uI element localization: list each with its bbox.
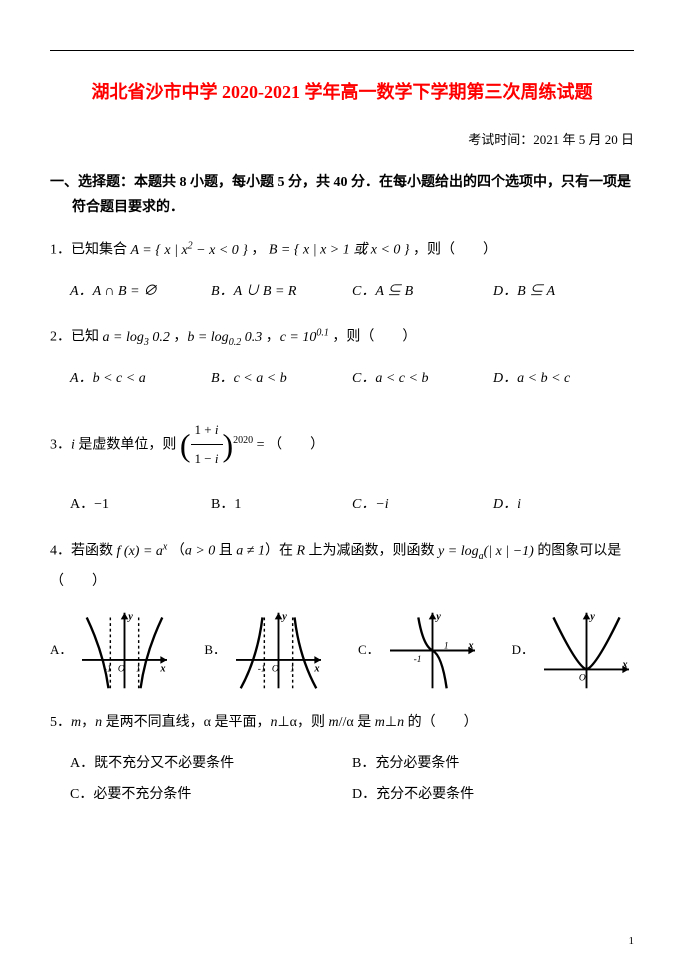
q2-optB: B．c < a < b — [211, 364, 352, 395]
q2-optA: A．b < c < a — [70, 364, 211, 395]
q3-optA: A．−1 — [70, 490, 211, 521]
question-1: 1．已知集合 A = { x | x2 − x < 0 } ， B = { x … — [50, 235, 634, 307]
svg-text:x: x — [467, 641, 473, 652]
q4-optC: C． -1 1 x y — [358, 608, 480, 693]
q3-optC: C．−i — [352, 490, 493, 521]
q1-optB: B．A ∪ B = R — [211, 277, 352, 308]
q2-text: 2．已知 a = log3 0.2 ，b = log0.2 0.3 ，c = 1… — [50, 322, 634, 353]
question-4: 4．若函数 f (x) = ax （a > 0 且 a ≠ 1）在 R 上为减函… — [50, 536, 634, 693]
svg-text:1: 1 — [136, 664, 141, 674]
q1-optC: C．A ⊆ B — [352, 277, 493, 308]
svg-text:y: y — [280, 611, 287, 622]
svg-text:O: O — [272, 664, 279, 674]
q1-text: 1．已知集合 A = { x | x2 − x < 0 } ， B = { x … — [50, 235, 634, 266]
svg-text:O: O — [118, 664, 125, 674]
q4-text: 4．若函数 f (x) = ax （a > 0 且 a ≠ 1）在 R 上为减函… — [50, 536, 634, 598]
q1-optA: A．A ∩ B = ∅ — [70, 277, 211, 308]
q3-options: A．−1 B．1 C．−i D．i — [70, 490, 634, 521]
q5-text: 5．m，n 是两不同直线，α 是平面，n⊥α，则 m//α 是 m⊥n 的（ ） — [50, 708, 634, 739]
q1-prefix: 1．已知集合 — [50, 243, 131, 258]
svg-text:y: y — [588, 611, 595, 622]
svg-text:-1: -1 — [413, 655, 421, 665]
q4-labB: B． — [204, 636, 226, 665]
svg-text:y: y — [434, 611, 441, 622]
graph-a-icon: -1 O 1 x y — [77, 608, 172, 693]
q1-options: A．A ∩ B = ∅ B．A ∪ B = R C．A ⊆ B D．B ⊆ A — [70, 277, 634, 308]
top-rule — [50, 50, 634, 51]
q4-optD: D． O x y — [512, 608, 634, 693]
exam-date: 考试时间：2021 年 5 月 20 日 — [50, 128, 634, 151]
page-title: 湖北省沙市中学 2020-2021 学年高一数学下学期第三次周练试题 — [50, 76, 634, 108]
q3-optD: D．i — [493, 490, 634, 521]
q4-labD: D． — [512, 636, 534, 665]
svg-text:x: x — [313, 663, 319, 674]
q1-setB: B = { x | x > 1 或 x < 0 } — [269, 243, 410, 258]
q3-text: 3．i 是虚数单位，则 (1 + i1 − i)2020 = （ ） — [50, 410, 634, 480]
q4-options: A． -1 O 1 x y B． — [50, 608, 634, 693]
svg-text:-1: -1 — [258, 664, 266, 674]
q3-prefix: 3．i 是虚数单位，则 — [50, 437, 180, 452]
q2-optC: C．a < c < b — [352, 364, 493, 395]
q1-optD: D．B ⊆ A — [493, 277, 634, 308]
q4-labC: C． — [358, 636, 380, 665]
q1-suffix: ，则（ ） — [413, 243, 497, 258]
graph-d-icon: O x y — [539, 608, 634, 693]
q5-optA: A．既不充分又不必要条件 — [70, 749, 352, 780]
q3-exp: 2020 — [233, 434, 253, 445]
page-number: 1 — [629, 932, 635, 952]
q5-optD: D．充分不必要条件 — [352, 780, 634, 811]
graph-c-icon: -1 1 x y — [385, 608, 480, 693]
q5-optB: B．充分必要条件 — [352, 749, 634, 780]
graph-b-icon: -1 O 1 x y — [231, 608, 326, 693]
svg-text:-1: -1 — [104, 664, 112, 674]
question-2: 2．已知 a = log3 0.2 ，b = log0.2 0.3 ，c = 1… — [50, 322, 634, 394]
q5-optC: C．必要不充分条件 — [70, 780, 352, 811]
svg-text:y: y — [127, 611, 134, 622]
question-5: 5．m，n 是两不同直线，α 是平面，n⊥α，则 m//α 是 m⊥n 的（ ）… — [50, 708, 634, 810]
svg-text:x: x — [160, 663, 166, 674]
q3-optB: B．1 — [211, 490, 352, 521]
svg-text:O: O — [579, 674, 586, 684]
q4-optA: A． -1 O 1 x y — [50, 608, 172, 693]
q2-options: A．b < c < a B．c < a < b C．a < c < b D．a … — [70, 364, 634, 395]
svg-text:1: 1 — [290, 664, 295, 674]
q4-labA: A． — [50, 636, 72, 665]
q1-setA: A = { x | x2 − x < 0 } — [131, 243, 248, 258]
svg-text:1: 1 — [443, 642, 448, 652]
question-3: 3．i 是虚数单位，则 (1 + i1 − i)2020 = （ ） A．−1 … — [50, 410, 634, 521]
q5-options: A．既不充分又不必要条件 B．充分必要条件 C．必要不充分条件 D．充分不必要条… — [70, 749, 634, 811]
q1-mid: ， — [251, 243, 265, 258]
q4-optB: B． -1 O 1 x y — [204, 608, 326, 693]
q2-optD: D．a < b < c — [493, 364, 634, 395]
q3-suffix: = （ ） — [257, 437, 324, 452]
svg-text:x: x — [621, 660, 627, 671]
section-header: 一、选择题：本题共 8 小题，每小题 5 分，共 40 分．在每小题给出的四个选… — [72, 170, 634, 220]
